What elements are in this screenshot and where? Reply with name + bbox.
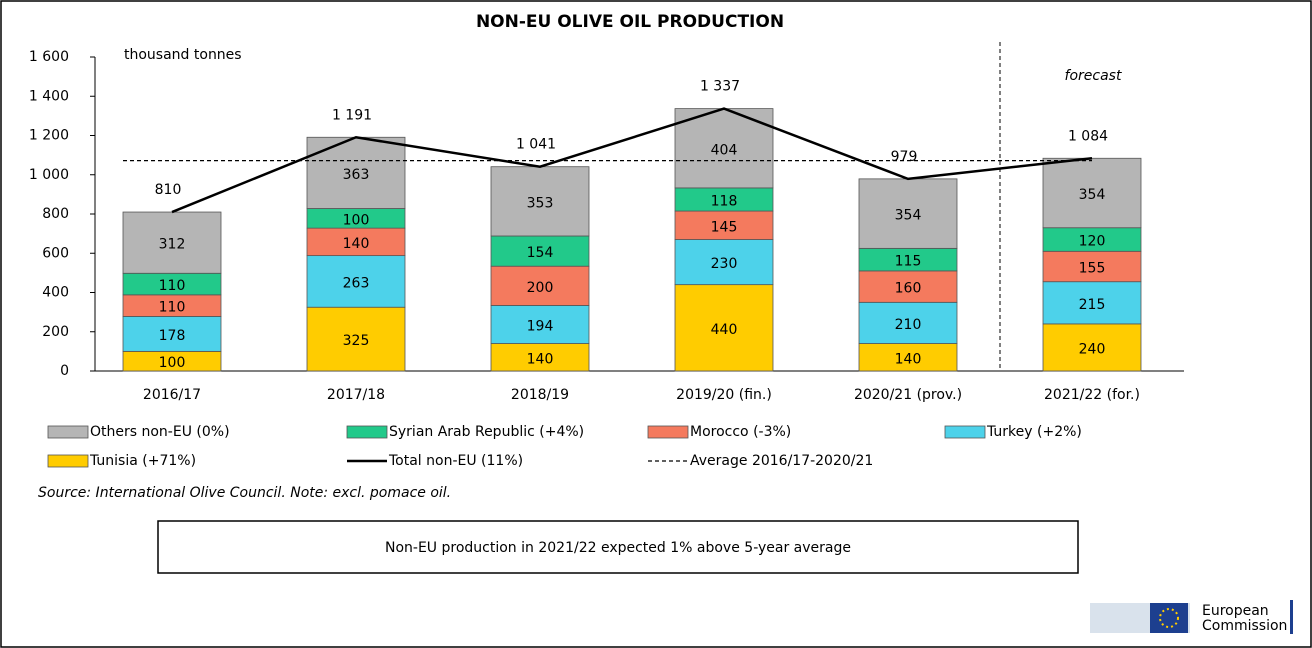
logo: European Commission [1090,600,1293,634]
headline-box [157,520,1079,574]
x-tick-label: 2020/21 (prov.) [854,387,962,403]
segment-label: 160 [895,281,922,297]
legend-label: Morocco (-3%) [690,424,791,440]
segment-label: 354 [895,208,922,224]
legend-swatch [47,454,89,468]
x-tick-label: 2017/18 [327,387,385,403]
segment-label: 140 [527,351,554,367]
bar-segment [306,306,406,372]
segment-label: 118 [711,193,738,209]
legend-label: Average 2016/17-2020/21 [690,453,873,469]
bar-segment [306,227,406,257]
y-tick-label: 1 000 [29,167,69,183]
y-tick-label: 1 200 [29,128,69,144]
y-tick-label: 0 [60,363,69,379]
bar-segment [306,255,406,308]
segment-label: 154 [527,245,554,261]
bar-segment [1042,250,1142,283]
legend-swatch [944,425,986,439]
total-label: 979 [891,149,918,165]
bar-segment [490,235,590,267]
bar-segment [122,211,222,274]
logo-text: European [1202,603,1269,619]
segment-label: 110 [159,278,186,294]
legend-label: Others non-EU (0%) [90,424,230,440]
bar-segment [306,136,406,209]
segment-label: 178 [159,328,186,344]
bar-segment [490,305,590,344]
legend-swatch [346,425,388,439]
legend-label: Syrian Arab Republic (+4%) [389,424,584,440]
chart-title: NON-EU OLIVE OIL PRODUCTION [476,12,784,32]
segment-label: 240 [1079,341,1106,357]
segment-label: 194 [527,318,554,334]
bar-segment [490,343,590,372]
segment-label: 353 [527,195,554,211]
y-axis-label: thousand tonnes [124,47,242,63]
logo-flag [1150,603,1188,633]
headline: Non-EU production in 2021/22 expected 1%… [385,540,851,556]
bar-segment [122,316,222,352]
bar-segment [674,210,774,240]
bar-segment [1042,157,1142,229]
segment-label: 115 [895,254,922,270]
segment-label: 140 [343,236,370,252]
bar-segment [858,270,958,303]
bar-segment [490,265,590,306]
segment-label: 230 [711,256,738,272]
total-line [171,107,1093,214]
bar-segment [1042,281,1142,325]
logo-stars [1159,608,1179,628]
segment-label: 100 [159,355,186,371]
legend-label: Tunisia (+71%) [89,453,196,469]
bar-segment [490,166,590,237]
total-label: 810 [155,182,182,198]
bar-segment [1042,323,1142,372]
source-note: Source: International Olive Council. Not… [38,485,451,501]
segment-label: 325 [343,333,370,349]
y-tick-label: 200 [42,324,69,340]
bar-segment [674,239,774,286]
total-label: 1 084 [1068,128,1108,144]
legend-label: Total non-EU (11%) [388,453,523,469]
segment-label: 110 [159,300,186,316]
bar-segment [858,343,958,372]
y-tick-label: 800 [42,206,69,222]
x-tick-label: 2019/20 (fin.) [676,387,772,403]
x-tick-label: 2018/19 [511,387,569,403]
legend-swatch [647,425,689,439]
segment-label: 215 [1079,297,1106,313]
segment-label: 354 [1079,187,1106,203]
annotation: forecast [1065,68,1122,84]
segment-label: 263 [343,275,370,291]
segment-label: 210 [895,317,922,333]
segment-label: 404 [711,142,738,158]
logo-bar [1290,600,1293,634]
y-tick-label: 400 [42,285,69,301]
legend-label: Turkey (+2%) [986,424,1082,440]
segment-label: 145 [711,219,738,235]
segment-label: 140 [895,351,922,367]
total-label: 1 191 [332,107,372,123]
segment-label: 120 [1079,234,1106,250]
y-tick-label: 600 [42,245,69,261]
y-tick-label: 1 600 [29,49,69,65]
segment-label: 440 [711,322,738,338]
logo-text: Commission [1202,618,1287,634]
bar-segment [858,301,958,344]
segment-label: 200 [527,280,554,296]
legend-swatch [47,425,89,439]
total-label: 1 337 [700,79,740,95]
y-tick-label: 1 400 [29,88,69,104]
x-tick-label: 2021/22 (for.) [1044,387,1140,403]
bar-segment [674,284,774,372]
segment-label: 312 [159,237,186,253]
total-label: 1 041 [516,137,556,153]
segment-label: 155 [1079,260,1106,276]
x-tick-label: 2016/17 [143,387,201,403]
segment-label: 100 [343,212,370,228]
segment-label: 363 [343,167,370,183]
